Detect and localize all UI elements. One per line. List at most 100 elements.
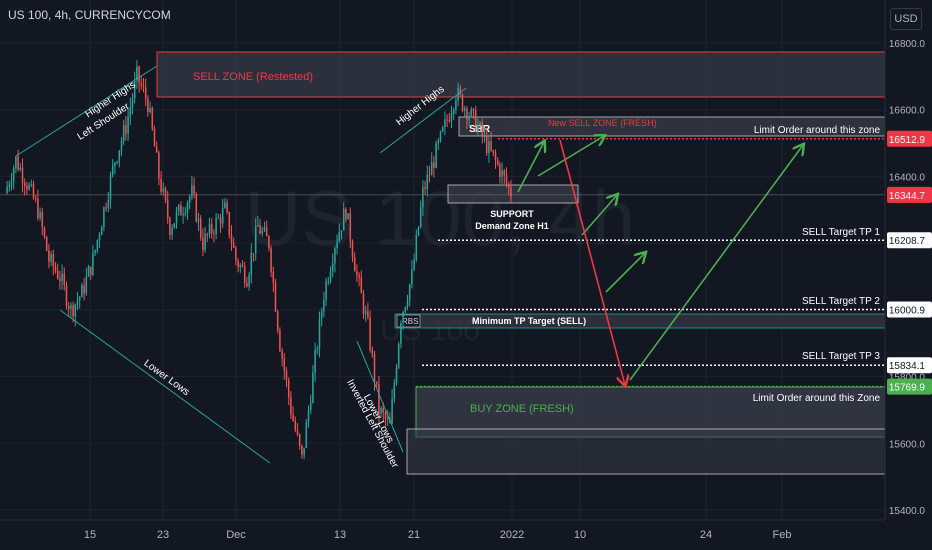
candle-body [246,283,248,287]
candle-body [305,422,308,448]
candle-body [158,152,160,179]
candle-body [314,350,316,373]
candle-body [96,240,99,250]
candle-body [292,414,294,421]
price-tick-label: 15600.0 [889,439,926,450]
support-label: SUPPORT [490,209,534,219]
candle-body [426,174,429,190]
candle-body [510,187,512,198]
candle-body [120,140,123,151]
price-tick-label: 16400.0 [889,172,926,183]
candle-body [26,186,28,190]
candle-body [316,348,319,351]
candle-body [43,227,46,237]
candle-body [87,266,90,277]
candle-body [494,152,497,161]
candle-body [160,178,162,192]
price-label-text: 15769.9 [889,383,926,394]
demand-zone-label: Demand Zone H1 [475,221,549,231]
candle-body [45,236,48,251]
candle-body [217,217,220,219]
candle-body [215,218,217,234]
price-label-text: 16344.7 [889,191,926,202]
time-tick-label: 2022 [500,529,524,541]
candle-body [30,184,33,186]
candle-body [268,236,270,249]
candle-body [485,135,488,154]
time-tick-label: 15 [84,529,96,541]
candle-body [195,194,198,222]
candle-body [219,217,222,224]
projection-arrow-green [629,145,803,381]
candle-body [307,409,310,423]
candle-body [272,272,275,283]
candle-body [166,199,169,219]
candle-body [472,108,475,111]
candle-body [131,98,134,108]
candle-body [435,143,437,168]
candle-body [92,253,94,275]
support-demand-zone [447,184,579,204]
candle-body [270,248,272,273]
candle-body [452,109,455,114]
candle-body [325,281,327,300]
candle-body [380,408,382,414]
currency-button[interactable]: USD [890,8,922,30]
candle-body [360,277,363,294]
candle-body [424,187,426,190]
candle-body [15,156,17,169]
candle-body [105,207,107,209]
candle-body [428,174,431,176]
candle-body [28,184,30,190]
candle-body [100,227,103,236]
candle-body [384,412,387,419]
candle-body [12,168,15,182]
candle-body [65,284,68,307]
candle-body [116,161,118,163]
candle-body [191,185,193,197]
candle-body [287,379,290,398]
candle-body [505,175,508,184]
candle-body [263,227,266,231]
candle-body [186,202,189,213]
candle-body [334,248,336,264]
candle-body [441,127,444,132]
candle-body [468,115,470,120]
candle-body [298,434,301,446]
candles [6,60,512,460]
candle-body [21,167,24,183]
time-tick-label: Dec [226,529,246,541]
candle-body [411,269,413,285]
candle-body [34,198,37,200]
candle-body [477,124,479,132]
candle-body [147,98,149,113]
new-sell-zone-label: New SELL ZONE (FRESH) [548,118,657,128]
candle-body [276,311,279,331]
candle-body [395,367,398,384]
sell-target-tp2-label: SELL Target TP 2 [802,296,880,307]
candle-body [144,87,147,99]
candle-body [303,447,305,455]
candle-body [371,349,374,354]
candle-body [265,227,268,237]
candle-body [37,198,39,219]
candle-body [72,305,74,317]
candle-body [133,80,136,99]
projection-arrow-green [605,253,645,293]
candle-body [76,300,79,305]
candle-body [164,188,167,200]
candle-body [89,266,92,275]
candle-body [351,241,354,258]
candle-body [32,184,35,199]
candle-body [173,223,176,229]
candle-body [50,254,52,262]
candle-body [382,408,385,413]
candle-body [111,165,114,175]
candle-body [180,205,182,216]
candle-body [109,174,112,200]
price-axis-background [885,0,932,550]
candle-body [459,88,462,95]
candle-body [241,265,244,267]
